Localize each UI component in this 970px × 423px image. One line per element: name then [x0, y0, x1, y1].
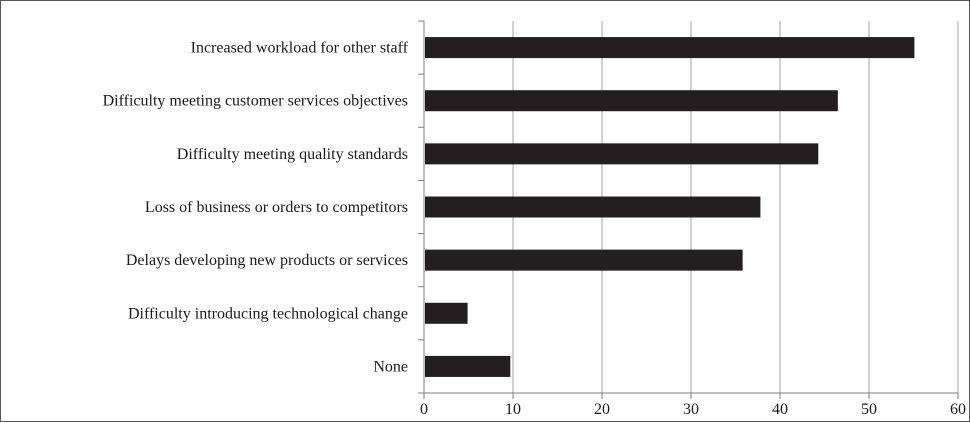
category-label: Difficulty meeting customer services obj…	[103, 93, 408, 110]
category-label: Increased workload for other staff	[191, 40, 409, 57]
x-tick-label: 50	[861, 401, 877, 418]
category-label: Difficulty meeting quality standards	[177, 146, 408, 163]
category-label: Difficulty introducing technological cha…	[128, 305, 408, 322]
x-tick-label: 40	[772, 401, 788, 418]
x-tick-label: 30	[683, 401, 699, 418]
bar	[425, 302, 468, 324]
bar	[425, 355, 511, 377]
x-tick-label: 0	[420, 401, 428, 418]
bars	[425, 37, 915, 377]
x-tick-label: 60	[950, 401, 966, 418]
axes	[418, 20, 959, 399]
bar	[425, 143, 819, 165]
x-tick-labels: 0 10 20 30 40 50 60	[420, 401, 966, 418]
x-tick-label: 20	[594, 401, 610, 418]
bar	[425, 37, 915, 59]
bar	[425, 90, 838, 112]
bar	[425, 196, 761, 218]
category-labels: Increased workload for other staff Diffic…	[103, 40, 409, 376]
category-label: Loss of business or orders to competitor…	[145, 199, 408, 216]
category-label: Delays developing new products or servic…	[126, 252, 408, 269]
x-tick-label: 10	[505, 401, 521, 418]
category-label: None	[373, 358, 408, 375]
bar	[425, 249, 743, 271]
